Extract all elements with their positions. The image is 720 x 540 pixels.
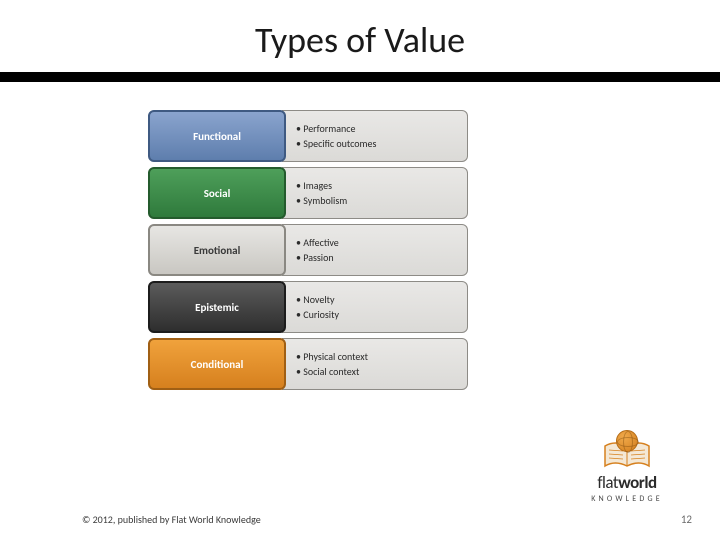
logo: flatworld KNOWLEDGE xyxy=(562,430,692,504)
row-social: Social • Images • Symbolism xyxy=(148,167,720,219)
label-text: Conditional xyxy=(191,358,244,371)
bullet: • Specific outcomes xyxy=(296,136,467,151)
desc-epistemic: • Novelty • Curiosity xyxy=(282,281,468,333)
logo-text: flatworld xyxy=(562,472,692,493)
label-text: Functional xyxy=(193,130,241,143)
bullet: • Symbolism xyxy=(296,193,467,208)
row-epistemic: Epistemic • Novelty • Curiosity xyxy=(148,281,720,333)
logo-text-bold: world xyxy=(618,472,657,493)
diagram-content: Functional • Performance • Specific outc… xyxy=(0,82,720,390)
logo-subtitle: KNOWLEDGE xyxy=(562,494,692,504)
bullet: • Curiosity xyxy=(296,307,467,322)
label-text: Emotional xyxy=(194,244,241,257)
label-text: Epistemic xyxy=(195,301,239,314)
row-functional: Functional • Performance • Specific outc… xyxy=(148,110,720,162)
bullet: • Passion xyxy=(296,250,467,265)
logo-text-plain: flat xyxy=(597,472,618,493)
page-number: 12 xyxy=(681,513,692,526)
book-globe-icon xyxy=(600,430,654,470)
label-conditional: Conditional xyxy=(148,338,286,390)
globe-icon xyxy=(616,430,638,452)
bullet: • Social context xyxy=(296,364,467,379)
bullet: • Novelty xyxy=(296,292,467,307)
slide-title: Types of Value xyxy=(0,18,720,62)
label-epistemic: Epistemic xyxy=(148,281,286,333)
desc-social: • Images • Symbolism xyxy=(282,167,468,219)
desc-emotional: • Affective • Passion xyxy=(282,224,468,276)
divider-bar xyxy=(0,72,720,82)
title-area: Types of Value xyxy=(0,0,720,72)
label-social: Social xyxy=(148,167,286,219)
bullet: • Images xyxy=(296,178,467,193)
copyright-footer: © 2012, published by Flat World Knowledg… xyxy=(82,513,261,526)
label-text: Social xyxy=(204,187,231,200)
row-emotional: Emotional • Affective • Passion xyxy=(148,224,720,276)
label-functional: Functional xyxy=(148,110,286,162)
label-emotional: Emotional xyxy=(148,224,286,276)
desc-functional: • Performance • Specific outcomes xyxy=(282,110,468,162)
bullet: • Performance xyxy=(296,121,467,136)
row-conditional: Conditional • Physical context • Social … xyxy=(148,338,720,390)
desc-conditional: • Physical context • Social context xyxy=(282,338,468,390)
bullet: • Physical context xyxy=(296,349,467,364)
bullet: • Affective xyxy=(296,235,467,250)
